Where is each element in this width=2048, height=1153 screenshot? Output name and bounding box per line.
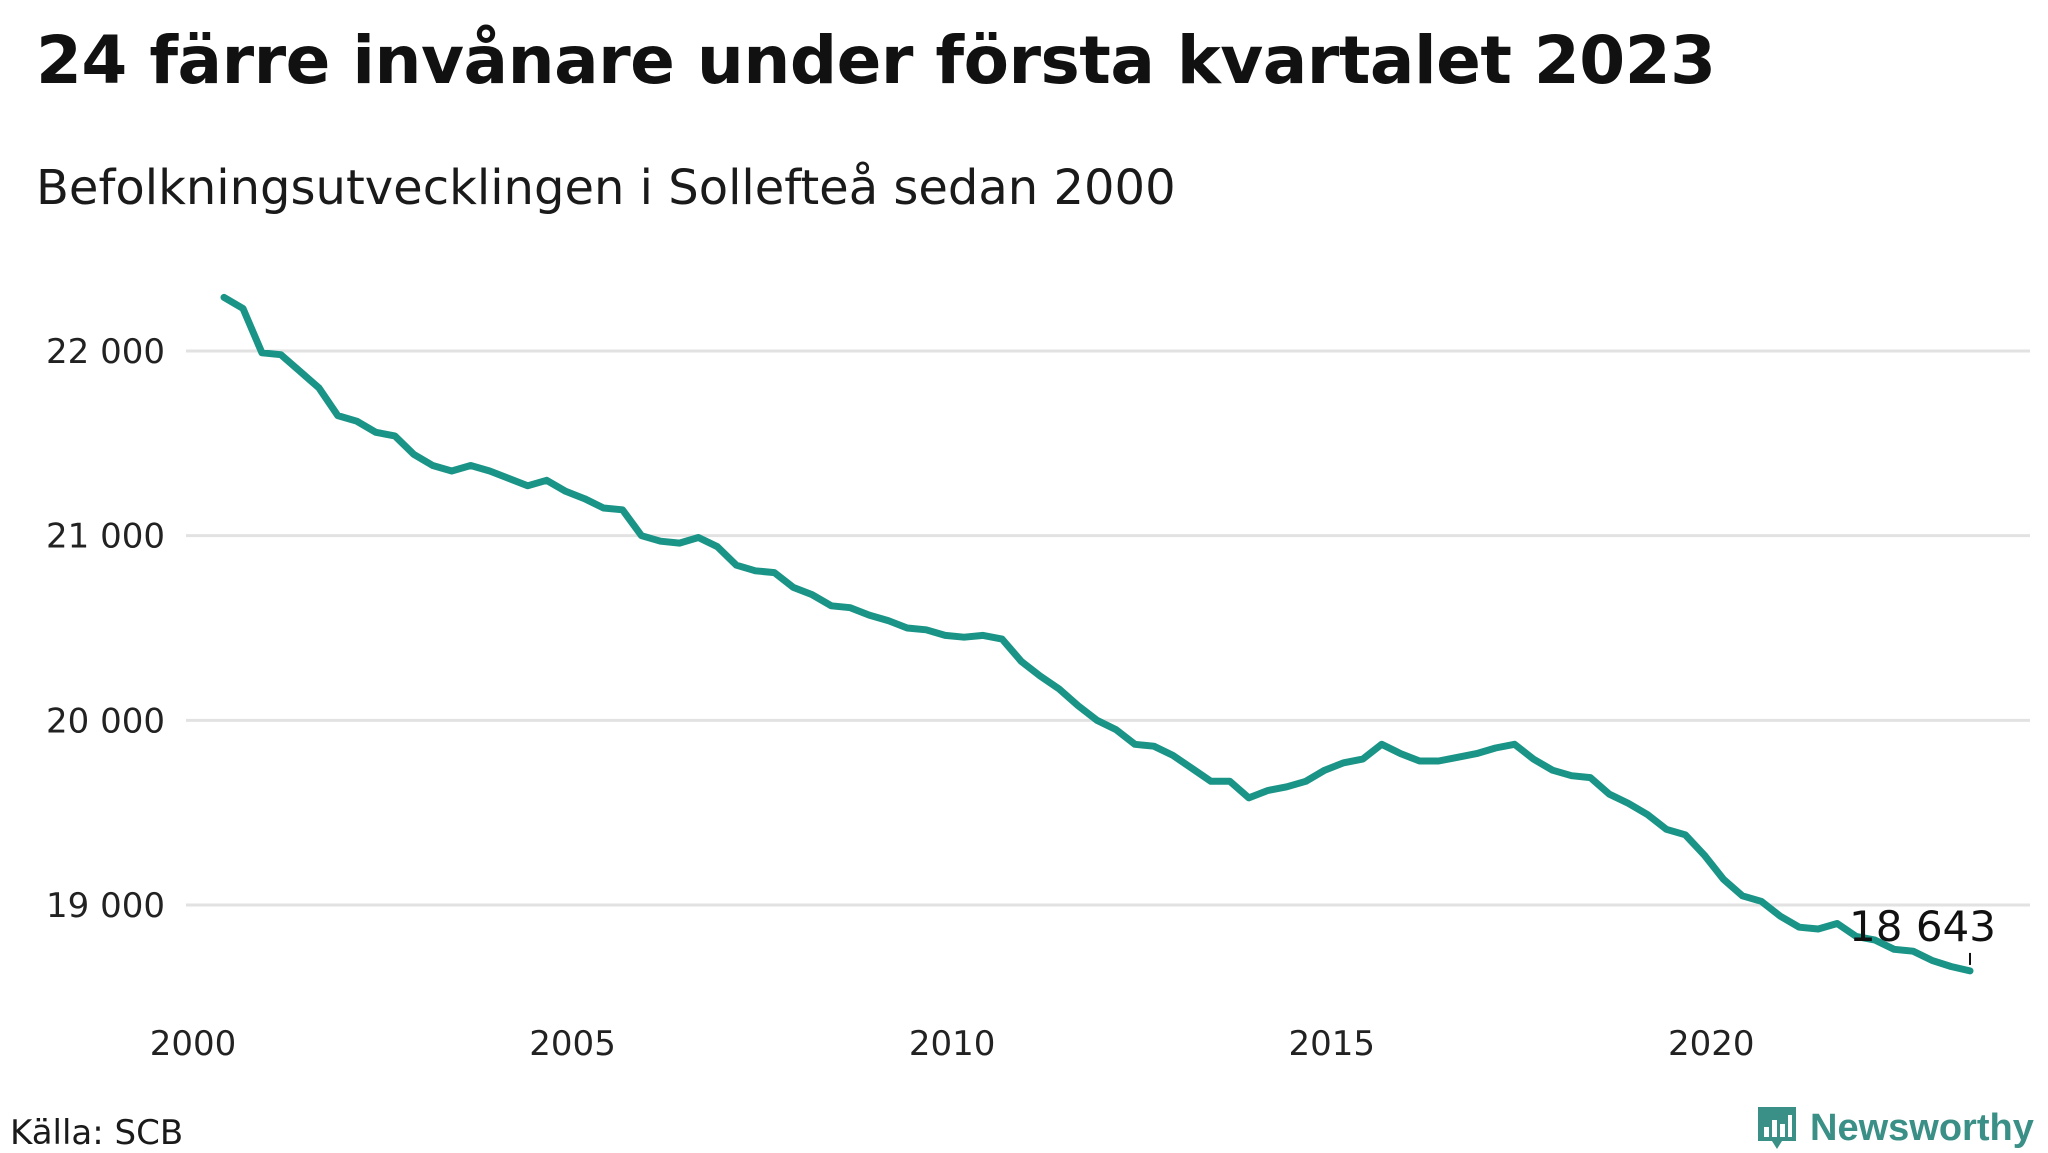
brand-name: Newsworthy xyxy=(1810,1106,2034,1149)
y-tick-label: 22 000 xyxy=(46,332,165,372)
chart-title: 24 färre invånare under första kvartalet… xyxy=(36,22,1716,99)
end-label-layer: 18 643 xyxy=(1849,902,1996,965)
grid-lines xyxy=(186,349,2030,907)
y-axis-tick-labels: 19 000 20 000 21 000 22 000 xyxy=(46,332,165,926)
x-tick-label: 2005 xyxy=(529,1024,616,1064)
source-note: Källa: SCB xyxy=(10,1113,184,1153)
series-layer xyxy=(220,293,1974,975)
brand-logo: Newsworthy xyxy=(1754,1103,2034,1153)
newsworthy-logo-icon xyxy=(1758,1107,1796,1149)
x-axis-tick-labels: 2000 2005 2010 2015 2020 xyxy=(150,1024,1755,1064)
y-tick-label: 19 000 xyxy=(46,886,165,926)
end-value-label: 18 643 xyxy=(1849,902,1996,951)
series-line-0 xyxy=(220,293,1974,975)
y-tick-label: 20 000 xyxy=(46,701,165,741)
x-tick-label: 2000 xyxy=(150,1024,237,1064)
x-tick-label: 2020 xyxy=(1668,1024,1755,1064)
x-tick-label: 2015 xyxy=(1288,1024,1375,1064)
y-tick-label: 21 000 xyxy=(46,517,165,557)
chart-subtitle: Befolkningsutvecklingen i Sollefteå seda… xyxy=(36,160,1176,216)
x-tick-label: 2010 xyxy=(909,1024,996,1064)
